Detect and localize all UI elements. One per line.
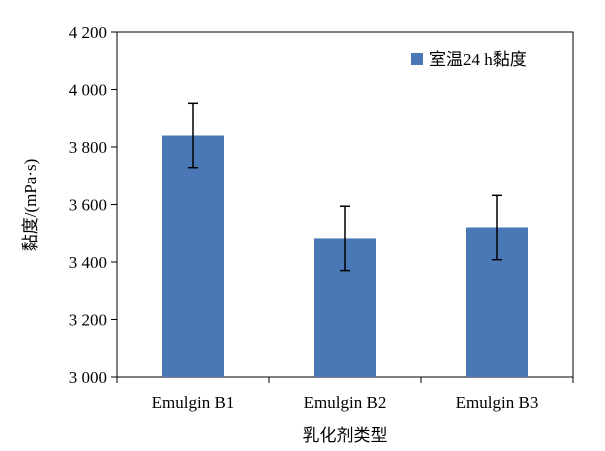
legend: 室温24 h黏度: [411, 50, 527, 69]
y-tick-label: 3 400: [69, 253, 107, 272]
x-axis-categories: Emulgin B1 Emulgin B2 Emulgin B3: [116, 377, 574, 412]
y-tick-label: 4 200: [69, 23, 107, 42]
y-axis-title: 黏度/(mPa·s): [21, 159, 40, 252]
y-tick-label: 3 600: [69, 196, 107, 215]
x-category-label: Emulgin B1: [152, 393, 235, 412]
y-axis-ticks: 3 000 3 200 3 400 3 600 3 800 4 000 4 200: [69, 23, 117, 387]
x-category-label: Emulgin B2: [304, 393, 387, 412]
bar-1: [162, 135, 224, 377]
error-bar-2: [340, 205, 350, 272]
x-category-label: Emulgin B3: [456, 393, 539, 412]
y-tick-label: 3 200: [69, 311, 107, 330]
error-bar-1: [188, 102, 198, 169]
y-tick-label: 3 800: [69, 138, 107, 157]
y-tick-label: 4 000: [69, 81, 107, 100]
error-bar-3: [492, 194, 502, 261]
legend-label: 室温24 h黏度: [429, 50, 527, 69]
error-bars-group: [188, 102, 502, 272]
legend-swatch: [411, 53, 423, 65]
x-axis-title: 乳化剂类型: [303, 426, 388, 445]
y-tick-label: 3 000: [69, 368, 107, 387]
